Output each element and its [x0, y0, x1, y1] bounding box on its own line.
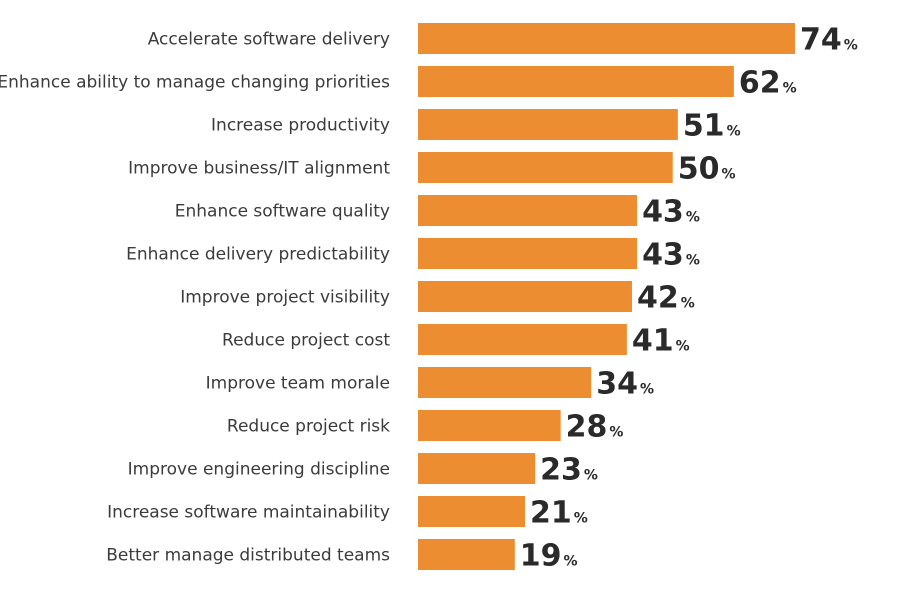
bar [418, 281, 632, 312]
value-label: 23% [540, 453, 598, 488]
category-label: Improve business/IT alignment [128, 159, 390, 179]
category-label: Enhance ability to manage changing prior… [0, 73, 390, 93]
bar [418, 367, 592, 398]
bar [418, 109, 678, 140]
value-label: 43% [642, 195, 700, 230]
value-percent-sign: % [681, 296, 695, 312]
value-percent-sign: % [676, 339, 690, 355]
value-number: 19 [520, 539, 562, 574]
bar [418, 66, 734, 97]
value-number: 23 [540, 453, 582, 488]
bar [418, 23, 795, 54]
value-percent-sign: % [584, 468, 598, 484]
value-label: 74% [800, 23, 858, 58]
value-percent-sign: % [609, 425, 623, 441]
value-percent-sign: % [727, 124, 741, 140]
value-percent-sign: % [574, 511, 588, 527]
value-number: 43 [642, 238, 684, 273]
value-labels: 74 %62 %51 %50 %43 %43 %42 %41 %34 %28 %23 %21 %19% [520, 23, 858, 574]
bar [418, 152, 673, 183]
value-number: 74 [800, 23, 842, 58]
value-label: 28% [566, 410, 624, 445]
bar [418, 324, 627, 355]
bar [418, 496, 525, 527]
category-label: Reduce project cost [222, 331, 390, 351]
value-number: 21 [530, 496, 572, 531]
bar [418, 539, 515, 570]
category-label: Reduce project risk [227, 417, 390, 437]
value-label: 41% [632, 324, 690, 359]
value-number: 51 [683, 109, 725, 144]
value-number: 43 [642, 195, 684, 230]
value-number: 62 [739, 66, 781, 101]
value-number: 41 [632, 324, 674, 359]
value-percent-sign: % [721, 167, 735, 183]
value-percent-sign: % [686, 253, 700, 269]
value-label: 43% [642, 238, 700, 273]
category-label: Better manage distributed teams [106, 546, 390, 566]
category-label: Improve engineering discipline [128, 460, 390, 480]
bar [418, 195, 638, 226]
value-percent-sign: % [686, 210, 700, 226]
category-label: Increase software maintainability [107, 503, 390, 523]
value-number: 50 [678, 152, 720, 187]
value-number: 34 [596, 367, 638, 402]
value-label: 19% [520, 539, 578, 574]
value-percent-sign: % [640, 382, 654, 398]
value-label: 51% [683, 109, 741, 144]
category-label: Enhance delivery predictability [126, 245, 390, 265]
bar [418, 453, 536, 484]
category-label: Accelerate software delivery [148, 30, 390, 50]
value-percent-sign: % [844, 38, 858, 54]
value-label: 34% [596, 367, 654, 402]
bars [418, 23, 795, 570]
category-label: Improve team morale [206, 374, 390, 394]
value-percent-sign: % [783, 81, 797, 97]
value-label: 50% [678, 152, 736, 187]
value-label: 21% [530, 496, 588, 531]
value-number: 42 [637, 281, 679, 316]
category-label: Improve project visibility [180, 288, 390, 308]
category-label: Increase productivity [211, 116, 390, 136]
category-labels: Accelerate software delivery Enhance abil… [0, 30, 390, 566]
bar [418, 410, 561, 441]
value-label: 42% [637, 281, 695, 316]
category-label: Enhance software quality [175, 202, 390, 222]
value-number: 28 [566, 410, 608, 445]
value-percent-sign: % [564, 554, 578, 570]
value-label: 62% [739, 66, 797, 101]
bar [418, 238, 638, 269]
